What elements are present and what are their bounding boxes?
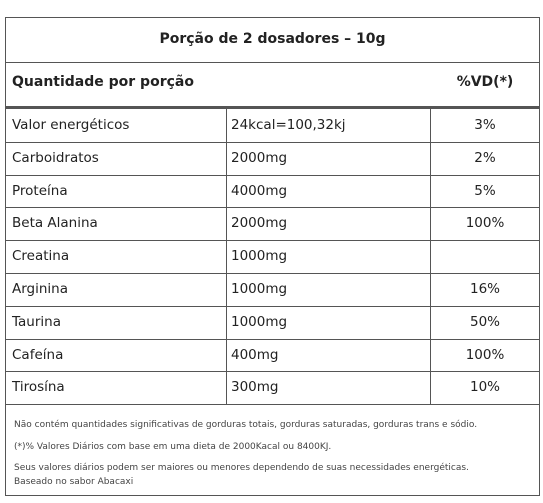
cell: 4000mg [231, 182, 288, 199]
row-divider [5, 338, 540, 340]
cell: Cafeína [12, 346, 64, 363]
cell: 1000mg [231, 248, 288, 265]
row-divider [5, 371, 540, 373]
row-divider [5, 207, 540, 209]
table-frame [5, 17, 540, 496]
header-vd: %VD(*) [456, 74, 514, 90]
divider [5, 62, 540, 63]
cell: 1000mg [231, 281, 288, 297]
cell: Creatina [12, 248, 70, 265]
cell: 400mg [231, 346, 279, 363]
row-divider [5, 141, 540, 143]
row-divider [5, 404, 540, 406]
cell: 2000mg [231, 215, 288, 232]
cell: Arginina [12, 281, 69, 297]
cell: 100% [465, 346, 505, 363]
row-divider [5, 174, 540, 176]
footnote: Baseado no sabor Abacaxi [14, 477, 134, 487]
cell: Carboidratos [12, 149, 99, 166]
cell: Proteína [12, 182, 68, 199]
cell: Beta Alanina [12, 215, 98, 232]
cell: 16% [469, 281, 500, 297]
cell: Taurina [12, 313, 61, 330]
cell: 50% [469, 313, 500, 330]
cell: 24kcal=100,32kj [231, 117, 346, 133]
row-divider [5, 240, 540, 242]
row-divider [5, 273, 540, 274]
cell: 5% [474, 182, 496, 199]
divider [5, 106, 540, 109]
cell: 2000mg [231, 149, 288, 166]
header-label: Quantidade por porção [12, 74, 194, 90]
col-divider [226, 109, 227, 405]
cell: 300mg [231, 379, 279, 396]
cell: 100% [465, 215, 505, 232]
footnote: Seus valores diários podem ser maiores o… [14, 463, 469, 473]
cell: 3% [474, 117, 496, 133]
cell: Valor energéticos [12, 117, 130, 133]
footnote: (*)% Valores Diários com base em uma die… [14, 442, 332, 452]
cell: 10% [469, 379, 500, 396]
footnote: Não contém quantidades significativas de… [14, 420, 478, 430]
cell: Tirosína [12, 379, 65, 396]
cell: 1000mg [231, 313, 288, 330]
row-divider [5, 305, 540, 307]
col-divider [430, 109, 431, 405]
cell: 2% [474, 149, 496, 166]
table-title: Porção de 2 dosadores – 10g [159, 31, 386, 47]
